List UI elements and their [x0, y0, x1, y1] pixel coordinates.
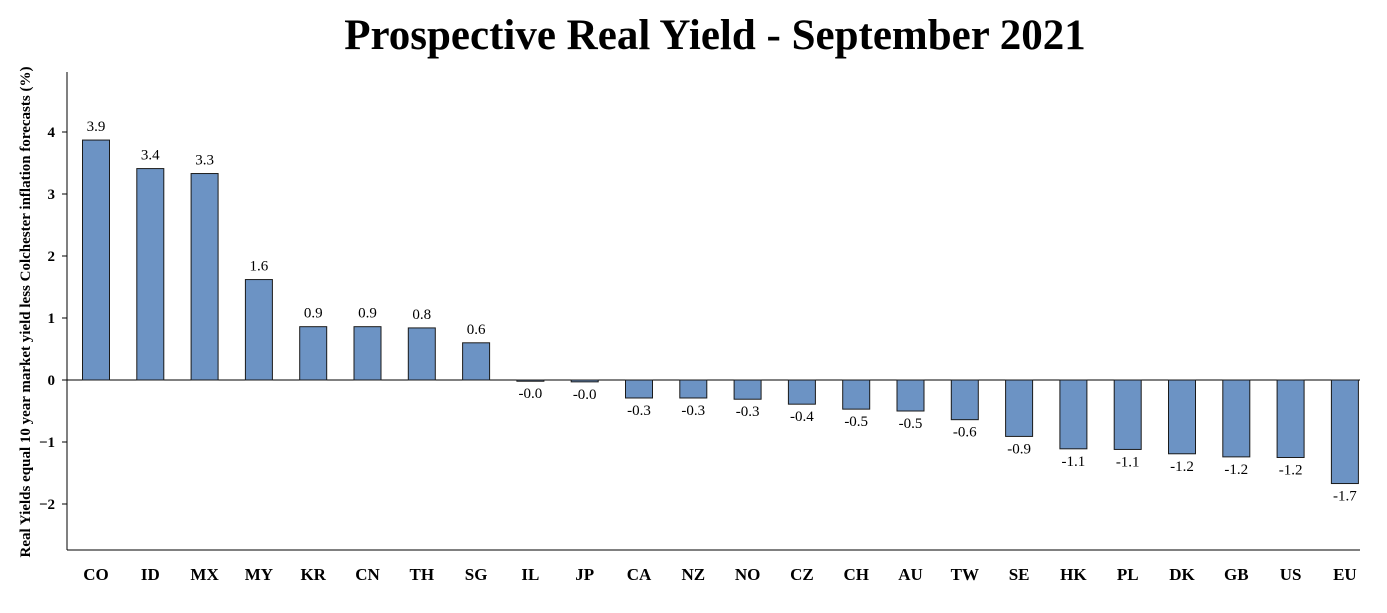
data-label-gb: -1.2 — [1224, 462, 1248, 478]
labels: 3.9 CO 3.4 ID 3.3 MX 1.6 MY 0.9 KR 0.9 CN 0.8 TH 0.6 SG… — [83, 119, 1357, 584]
bar-ch — [842, 379, 871, 410]
data-label-mx: 3.3 — [195, 153, 214, 169]
bar-no — [733, 379, 762, 400]
y-tick-label: −1 — [39, 435, 55, 451]
bar-my — [244, 279, 273, 381]
x-tick-label-eu: EU — [1333, 565, 1357, 584]
data-label-tw: -0.6 — [953, 425, 977, 441]
bar-hk — [1059, 379, 1088, 450]
data-label-no: -0.3 — [736, 404, 760, 420]
bar-gb — [1222, 379, 1251, 458]
data-label-nz: -0.3 — [681, 403, 705, 419]
x-tick-label-id: ID — [141, 565, 160, 584]
x-tick-label-dk: DK — [1169, 565, 1195, 584]
x-tick-label-cn: CN — [355, 565, 380, 584]
data-label-ch: -0.5 — [844, 414, 868, 430]
bar-pl — [1113, 379, 1142, 450]
bar-ca — [625, 379, 653, 399]
data-label-se: -0.9 — [1007, 441, 1031, 457]
bar-sg — [462, 342, 491, 381]
y-tick-label: 3 — [48, 187, 56, 203]
y-tick-label: 0 — [48, 373, 56, 389]
bar-th — [407, 327, 436, 381]
data-label-sg: 0.6 — [467, 322, 486, 338]
data-label-eu: -1.7 — [1333, 489, 1357, 505]
y-axis-title: Real Yields equal 10 year market yield l… — [18, 67, 34, 558]
bar-dk — [1168, 379, 1196, 455]
bar-se — [1005, 379, 1034, 437]
data-label-id: 3.4 — [141, 148, 160, 164]
x-tick-label-us: US — [1280, 565, 1302, 584]
data-label-us: -1.2 — [1279, 463, 1303, 479]
bar-id — [136, 168, 165, 381]
bar-us — [1276, 379, 1305, 458]
bar-cn — [353, 326, 382, 381]
x-tick-label-nz: NZ — [681, 565, 705, 584]
x-tick-label-tw: TW — [951, 565, 979, 584]
bar-il — [516, 379, 545, 382]
data-label-jp: -0.0 — [573, 387, 597, 403]
x-tick-label-il: IL — [521, 565, 539, 584]
bar-co — [82, 139, 110, 381]
x-tick-label-se: SE — [1009, 565, 1030, 584]
x-tick-label-pl: PL — [1117, 565, 1139, 584]
x-tick-label-gb: GB — [1224, 565, 1249, 584]
x-tick-label-no: NO — [735, 565, 761, 584]
data-label-ca: -0.3 — [627, 403, 651, 419]
bar-eu — [1330, 379, 1359, 485]
bar-nz — [679, 379, 708, 399]
x-tick-label-cz: CZ — [790, 565, 814, 584]
data-label-dk: -1.2 — [1170, 459, 1194, 475]
bar-mx — [190, 173, 219, 381]
y-tick-label: 2 — [48, 249, 56, 265]
chart-title: Prospective Real Yield - September 2021 — [344, 12, 1086, 59]
x-tick-label-my: MY — [245, 565, 273, 584]
y-tick-label: −2 — [39, 497, 55, 513]
x-tick-label-ch: CH — [843, 565, 869, 584]
data-label-il: -0.0 — [519, 386, 543, 402]
bar-tw — [950, 379, 979, 421]
x-tick-label-mx: MX — [190, 565, 219, 584]
data-label-hk: -1.1 — [1062, 454, 1086, 470]
bar-cz — [787, 379, 816, 405]
x-tick-label-jp: JP — [575, 565, 594, 584]
bars — [82, 139, 1359, 485]
data-label-kr: 0.9 — [304, 306, 323, 322]
data-label-my: 1.6 — [250, 259, 269, 275]
data-label-cz: -0.4 — [790, 409, 814, 425]
data-label-th: 0.8 — [412, 307, 431, 323]
axes: −2 −1 0 1 2 3 4 Real Yields equal 10 year marke… — [18, 67, 1360, 558]
x-tick-label-hk: HK — [1060, 565, 1087, 584]
x-tick-label-co: CO — [83, 565, 109, 584]
data-label-au: -0.5 — [899, 416, 923, 432]
bar-au — [896, 379, 925, 412]
x-tick-label-au: AU — [898, 565, 923, 584]
x-tick-label-ca: CA — [627, 565, 652, 584]
x-tick-label-kr: KR — [300, 565, 326, 584]
x-tick-label-th: TH — [410, 565, 435, 584]
bar-kr — [299, 326, 328, 381]
bar-jp — [570, 379, 599, 383]
y-tick-label: 1 — [48, 311, 56, 327]
data-label-pl: -1.1 — [1116, 454, 1140, 470]
y-tick-label: 4 — [48, 125, 56, 141]
data-label-co: 3.9 — [87, 119, 106, 135]
x-tick-label-sg: SG — [465, 565, 488, 584]
data-label-cn: 0.9 — [358, 306, 377, 322]
